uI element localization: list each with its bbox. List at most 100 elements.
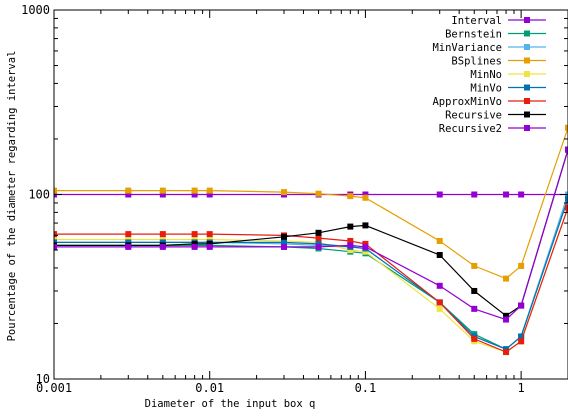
data-point [206,243,213,250]
data-point [436,237,443,244]
legend-swatch-marker [524,125,530,131]
data-point [471,191,478,198]
data-point [347,247,354,254]
legend-item: MinNo [470,69,546,81]
legend-label: Recursive2 [439,123,502,135]
legend-item: Recursive2 [439,123,546,135]
legend-label: MinVo [470,83,502,95]
series-line [54,149,568,317]
data-point [518,333,525,340]
series-line [54,198,568,350]
legend-label: Interval [451,15,502,27]
legend-label: BSplines [451,56,502,68]
legend-label: MinNo [470,69,502,81]
data-point [565,195,568,202]
data-point [315,235,322,242]
data-point [362,191,369,198]
series-line [54,207,568,353]
series-line [54,127,568,280]
data-point [54,187,57,194]
legend-item: Interval [451,15,546,27]
legend-swatch-marker [524,44,530,50]
data-point [281,189,288,196]
data-point [281,239,288,246]
data-point [518,262,525,269]
legend-item: MinVariance [432,42,546,54]
data-point [565,204,568,211]
data-point [436,305,443,312]
data-point [54,243,57,250]
legend-item: Recursive [445,110,546,122]
legend-item: MinVo [470,83,546,95]
x-tick-label: 0.01 [195,381,224,395]
data-point [206,187,213,194]
data-point [159,231,166,238]
y-axis-label: Pourcentage of the diameter regarding in… [6,51,18,342]
data-point [503,312,510,319]
data-point [518,302,525,309]
legend-swatch-marker [524,71,530,77]
data-point [191,231,198,238]
data-point [315,229,322,236]
data-point [503,275,510,282]
data-point [159,191,166,198]
data-point [159,187,166,194]
data-point [436,299,443,306]
legend-swatch-marker [524,57,530,64]
data-point [206,231,213,238]
series-bsplines [54,124,568,282]
x-tick-label: 0.001 [36,381,72,395]
data-point [125,187,132,194]
data-point [159,243,166,250]
data-point [281,233,288,240]
data-point [125,231,132,238]
data-point [518,191,525,198]
data-point [471,262,478,269]
data-point [362,222,369,229]
data-point [281,243,288,250]
data-point [503,191,510,198]
data-point [436,251,443,258]
legend-swatch-marker [524,98,530,104]
ticks-layer: 0.001 0.01 0.1 1 10 100 1000 [21,3,568,395]
data-point [347,193,354,200]
data-point [362,194,369,201]
legend-swatch-marker [524,30,530,37]
data-point [54,231,57,238]
series-layer [54,124,568,356]
series-recursive2 [54,146,568,323]
data-point [471,335,478,342]
data-point [206,191,213,198]
legend-swatch-marker [524,111,530,118]
legend-item: ApproxMinVo [432,96,546,108]
data-point [436,191,443,198]
series-line [54,149,568,321]
legend-swatch-marker [524,84,530,91]
data-point [362,240,369,247]
data-point [362,243,369,250]
legend-item: Bernstein [445,29,546,41]
data-point [191,191,198,198]
y-tick-label: 1000 [21,3,50,17]
data-point [315,243,322,250]
data-point [191,187,198,194]
y-tick-label: 100 [28,188,50,202]
data-point [503,316,510,323]
data-point [125,243,132,250]
series-approxminvo [54,204,568,356]
data-point [471,287,478,294]
data-point [347,237,354,244]
legend-swatch-marker [524,17,530,23]
y-tick-label: 10 [36,372,50,386]
legend-label: MinVariance [432,42,502,54]
data-point [315,190,322,197]
legend-label: ApproxMinVo [432,96,502,108]
legend-label: Bernstein [445,29,502,41]
data-point [125,191,132,198]
data-point [565,146,568,153]
legend-item: BSplines [451,56,546,68]
data-point [436,282,443,289]
data-point [471,305,478,312]
